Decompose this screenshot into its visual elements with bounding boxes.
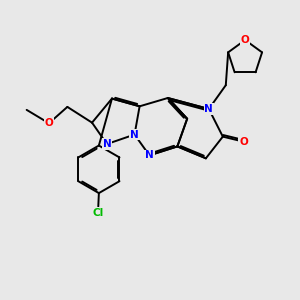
Text: N: N bbox=[205, 104, 213, 114]
Text: N: N bbox=[145, 150, 154, 160]
Text: N: N bbox=[130, 130, 139, 140]
Text: O: O bbox=[241, 35, 250, 45]
Text: N: N bbox=[103, 139, 111, 149]
Text: Cl: Cl bbox=[93, 208, 104, 218]
Text: O: O bbox=[239, 137, 248, 147]
Text: O: O bbox=[45, 118, 53, 128]
